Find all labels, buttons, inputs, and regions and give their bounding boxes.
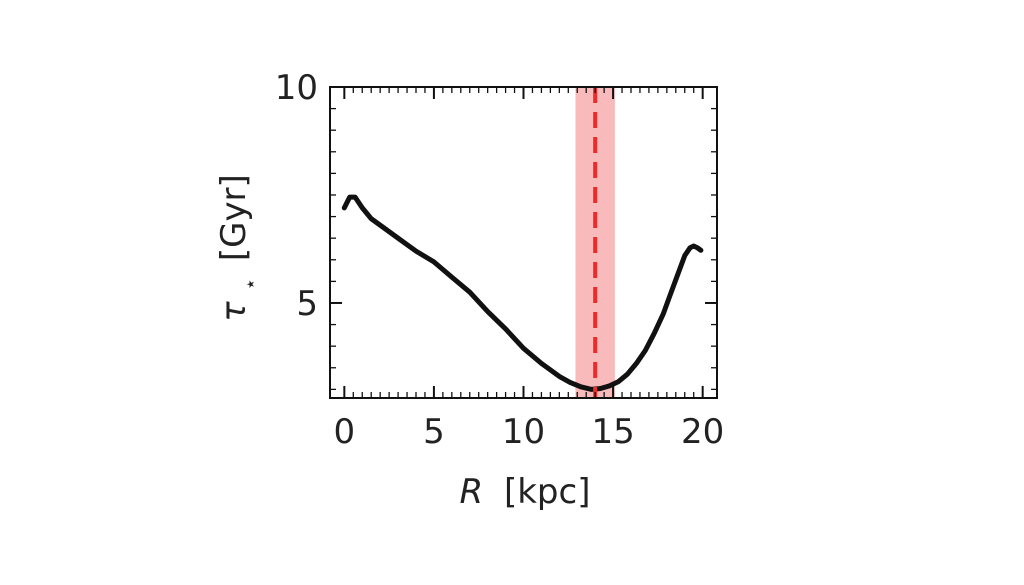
- x-tick-label: 5: [423, 412, 445, 452]
- x-axis-unit: [kpc]: [504, 472, 591, 512]
- x-axis-var: R: [460, 472, 484, 512]
- plot-frame: [329, 86, 718, 399]
- x-tick-label: 20: [681, 412, 724, 452]
- y-axis-subscript: ⋆: [238, 278, 262, 291]
- x-tick-label: 0: [334, 412, 356, 452]
- data-series-line: [341, 194, 704, 392]
- y-tick-label: 10: [275, 68, 318, 108]
- y-axis-label: τ ⋆ [Gyr]: [214, 174, 262, 322]
- y-axis-unit: [Gyr]: [214, 174, 254, 261]
- x-axis-label: R [kpc]: [460, 472, 591, 512]
- x-tick-label: 15: [591, 412, 634, 452]
- y-axis-var: τ: [214, 301, 254, 322]
- x-tick-label: 10: [502, 412, 545, 452]
- y-tick-labels: 5 10: [275, 68, 318, 324]
- x-tick-labels: 0 5 10 15 20: [334, 412, 725, 452]
- y-tick-label: 5: [296, 284, 318, 324]
